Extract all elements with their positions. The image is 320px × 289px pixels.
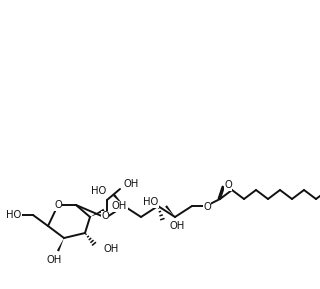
Text: HO: HO (143, 197, 158, 207)
Text: O: O (101, 211, 109, 221)
Polygon shape (57, 238, 64, 251)
Text: HO: HO (6, 210, 21, 220)
Text: OH: OH (46, 255, 62, 265)
Polygon shape (90, 209, 105, 217)
Text: O: O (203, 202, 211, 212)
Text: OH: OH (103, 244, 118, 254)
Text: O: O (54, 200, 62, 210)
Polygon shape (113, 194, 124, 206)
Text: HO: HO (91, 186, 106, 196)
Text: OH: OH (170, 221, 185, 231)
Text: OH: OH (112, 201, 127, 211)
Text: OH: OH (124, 179, 139, 189)
Polygon shape (165, 205, 175, 217)
Text: O: O (224, 180, 232, 190)
